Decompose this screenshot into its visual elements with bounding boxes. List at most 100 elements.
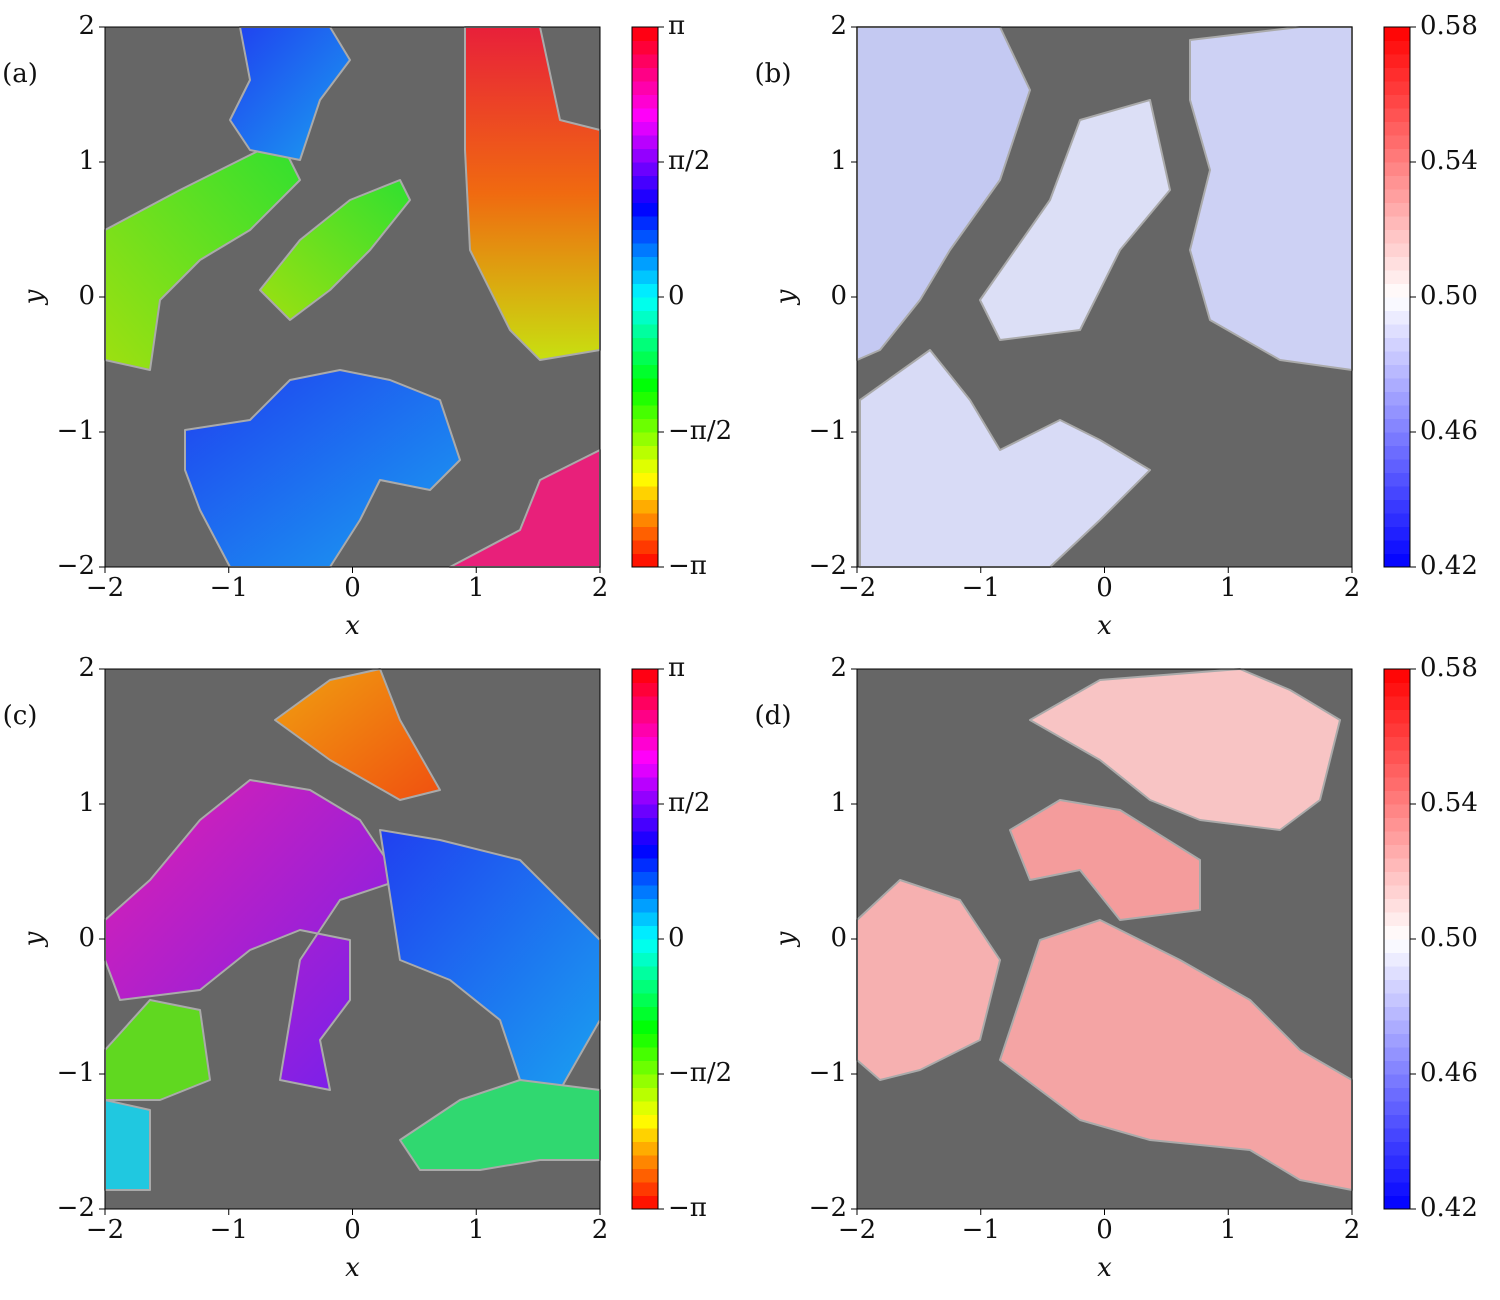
x-tick-label: 2	[1344, 573, 1361, 603]
colorbar-step	[632, 162, 658, 176]
y-tick-label: −1	[57, 1058, 95, 1088]
colorbar-tick-label: −π/2	[668, 1058, 732, 1088]
region	[259, 179, 411, 321]
colorbar-step	[632, 445, 658, 460]
region	[104, 779, 401, 1091]
y-tick-label: −1	[809, 416, 847, 446]
x-tick-label: −2	[86, 573, 124, 603]
y-tick-label: −1	[809, 1058, 847, 1088]
colorbar-step	[632, 270, 658, 284]
colorbar-tick-label: −π/2	[668, 416, 732, 446]
y-tick-label: 0	[830, 923, 847, 953]
colorbar-step	[632, 1182, 658, 1196]
y-tick-label: −2	[809, 551, 847, 581]
colorbar-tick-label: 0.50	[1420, 923, 1478, 953]
colorbar-step	[632, 750, 658, 764]
colorbar-step	[632, 790, 658, 805]
colorbar-tick-label: 0.50	[1420, 281, 1478, 311]
y-tick-label: 2	[78, 653, 95, 683]
colorbar-step	[1384, 709, 1410, 724]
y-tick-label: 0	[78, 923, 95, 953]
colorbar-step	[632, 1168, 658, 1183]
colorbar-step	[632, 1087, 658, 1102]
colorbar-step	[632, 1195, 658, 1210]
colorbar-step	[632, 979, 658, 994]
region	[274, 668, 441, 801]
x-tick-label: −1	[210, 573, 248, 603]
colorbar-step	[1384, 1168, 1410, 1183]
colorbar-tick-label: 0	[668, 281, 685, 311]
colorbar-step	[632, 1155, 658, 1169]
colorbar-step	[632, 966, 658, 980]
region	[979, 99, 1171, 341]
colorbar-step	[1384, 750, 1410, 764]
y-tick-label: 2	[830, 653, 847, 683]
colorbar-step	[632, 952, 658, 967]
colorbar-step	[1384, 952, 1410, 967]
colorbar-step	[1384, 81, 1410, 95]
colorbar-step	[632, 364, 658, 379]
colorbar-step	[632, 1074, 658, 1088]
x-tick-label: 0	[344, 1215, 361, 1245]
y-axis-label: y	[19, 931, 49, 947]
x-tick-label: −1	[962, 1215, 1000, 1245]
colorbar-step	[632, 27, 658, 41]
colorbar-step	[632, 1033, 658, 1048]
colorbar-step	[1384, 939, 1410, 953]
colorbar-step	[1384, 216, 1410, 230]
colorbar-step	[1384, 736, 1410, 751]
y-tick-label: 0	[830, 281, 847, 311]
colorbar-step	[1384, 1182, 1410, 1196]
y-tick-label: 1	[78, 146, 95, 176]
colorbar-step	[1384, 696, 1410, 710]
colorbar-tick-label: −π	[668, 551, 707, 581]
colorbar-step	[632, 1101, 658, 1115]
panel-b-field	[856, 26, 1353, 568]
colorbar-tick-label: 0.54	[1420, 788, 1478, 818]
colorbar-step	[632, 121, 658, 136]
colorbar-step	[632, 243, 658, 257]
colorbar-step	[1384, 540, 1410, 554]
colorbar-step	[632, 324, 658, 338]
colorbar-step	[632, 94, 658, 109]
x-axis-label: x	[1097, 1253, 1112, 1283]
colorbar-step	[1384, 1128, 1410, 1142]
colorbar-step	[632, 351, 658, 365]
colorbar-step	[1384, 391, 1410, 406]
x-axis-label: x	[1097, 611, 1112, 641]
colorbar-step	[632, 297, 658, 311]
x-tick-label: 2	[1344, 1215, 1361, 1245]
colorbar-step	[632, 418, 658, 433]
colorbar-step	[1384, 486, 1410, 500]
x-tick-label: 1	[468, 573, 485, 603]
y-axis-label: y	[771, 289, 801, 305]
colorbar-step	[1384, 1006, 1410, 1021]
colorbar-step	[632, 391, 658, 406]
colorbar-step	[1384, 912, 1410, 926]
colorbar-step	[632, 499, 658, 514]
colorbar-step	[632, 817, 658, 832]
colorbar-step	[632, 912, 658, 926]
colorbar-step	[632, 736, 658, 751]
colorbar-step	[632, 993, 658, 1007]
colorbar-step	[1384, 364, 1410, 379]
region	[104, 1099, 151, 1191]
y-tick-label: 1	[830, 146, 847, 176]
colorbar-step	[632, 885, 658, 899]
colorbar-step	[1384, 189, 1410, 203]
colorbar-step	[1384, 898, 1410, 913]
colorbar-step	[1384, 513, 1410, 527]
y-tick-label: −1	[57, 416, 95, 446]
colorbar-step	[1384, 175, 1410, 190]
colorbar-step	[632, 432, 658, 446]
colorbar-step	[632, 283, 658, 298]
colorbar-step	[632, 709, 658, 724]
colorbar-tick-label: π/2	[668, 146, 710, 176]
colorbar-step	[1384, 553, 1410, 568]
colorbar-tick-label: 0.42	[1420, 1193, 1478, 1223]
colorbar-tick-label: π/2	[668, 788, 710, 818]
y-tick-label: −2	[809, 1193, 847, 1223]
y-tick-label: −2	[57, 1193, 95, 1223]
colorbar-step	[632, 871, 658, 886]
colorbar-step	[1384, 993, 1410, 1007]
